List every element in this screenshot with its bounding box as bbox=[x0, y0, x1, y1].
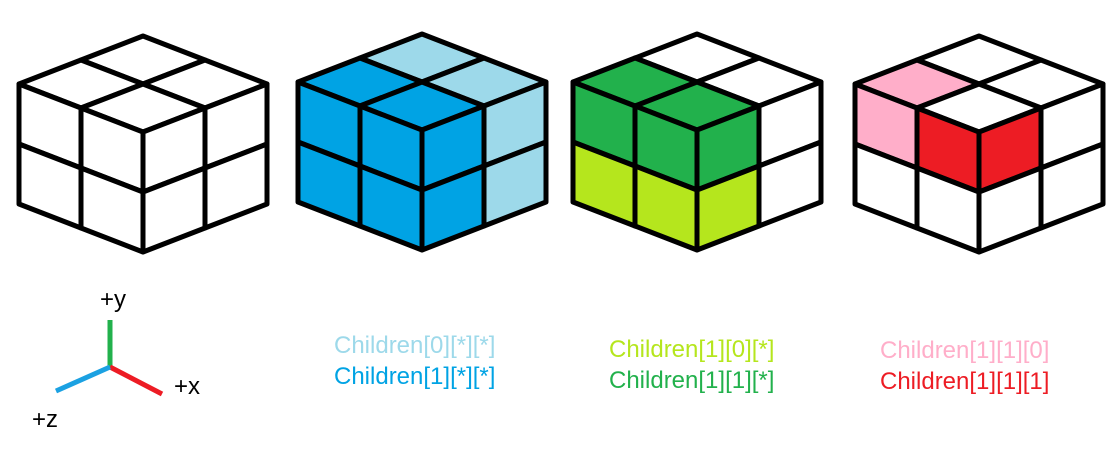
cube-right-cell bbox=[1038, 141, 1106, 231]
caption-green-dark: Children[1][1][*] bbox=[609, 367, 775, 394]
cube-all-white bbox=[16, 33, 270, 255]
cube-children-x bbox=[295, 31, 549, 253]
axis-x-line bbox=[108, 364, 164, 397]
cube-children-1-y bbox=[570, 31, 824, 253]
cube-right-cell bbox=[756, 139, 824, 229]
cube-children-1-1-z bbox=[852, 33, 1106, 255]
axis-label-z: +z bbox=[32, 406, 59, 433]
caption-blue-light: Children[0][*][*] bbox=[334, 332, 496, 359]
caption-blue-dark: Children[1][*][*] bbox=[334, 363, 496, 390]
caption-green-light: Children[1][0][*] bbox=[609, 336, 775, 363]
axis-label-y: +y bbox=[100, 286, 127, 313]
cube-right-cell bbox=[202, 141, 270, 231]
axis-z-line bbox=[54, 364, 112, 394]
cube-right-cell bbox=[481, 139, 549, 229]
caption-red: Children[1][1][1] bbox=[880, 368, 1050, 395]
axis-label-x: +x bbox=[174, 373, 201, 400]
caption-pink: Children[1][1][0] bbox=[880, 337, 1050, 364]
